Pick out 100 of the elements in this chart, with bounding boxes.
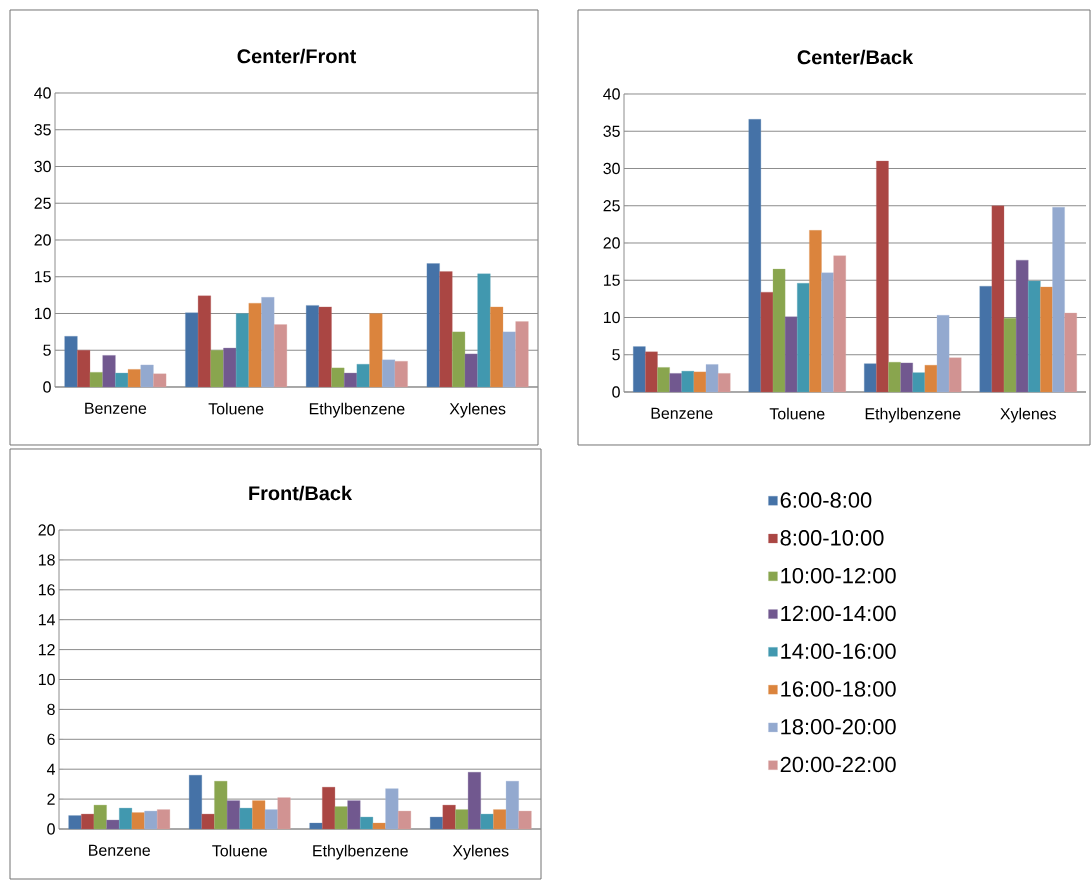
legend-label: 12:00-14:00: [781, 605, 896, 622]
bar: [398, 810, 412, 830]
bar: [645, 351, 658, 393]
bar: [480, 813, 494, 830]
bar: [681, 370, 695, 393]
bar: [309, 822, 323, 830]
bar: [157, 809, 171, 830]
bar: [515, 321, 529, 388]
bar: [188, 775, 202, 830]
y-tick-label: 0: [612, 386, 620, 398]
bar: [452, 331, 466, 388]
bar: [372, 822, 386, 830]
bar: [385, 788, 399, 830]
bar: [153, 373, 167, 388]
bar: [356, 364, 370, 388]
y-tick-label: 5: [612, 349, 620, 361]
bar: [429, 816, 443, 830]
y-tick-label: 10: [34, 307, 51, 320]
bar: [252, 800, 266, 830]
y-tick-label: 12: [38, 644, 55, 656]
bar: [669, 373, 682, 393]
bar: [127, 369, 141, 388]
bar: [347, 800, 361, 830]
bar: [705, 364, 719, 393]
bar: [833, 255, 846, 393]
bar: [239, 807, 253, 830]
y-tick-label: 40: [603, 88, 620, 100]
legend-label: 8:00-10:00: [780, 530, 884, 546]
y-tick-label: 5: [43, 344, 51, 356]
x-tick-label: Toluene: [208, 402, 264, 415]
bar: [197, 295, 211, 388]
bar: [657, 367, 670, 393]
bar: [991, 205, 1005, 393]
bar: [214, 781, 228, 830]
y-tick-label: 2: [47, 793, 55, 805]
y-tick-label: 25: [34, 197, 51, 209]
y-tick-label: 20: [34, 234, 51, 246]
bar: [809, 230, 822, 393]
y-tick-label: 10: [603, 311, 620, 324]
bar: [464, 353, 478, 388]
bar: [201, 813, 215, 830]
legend-label: 14:00-16:00: [781, 643, 896, 659]
y-tick-label: 14: [38, 614, 55, 626]
y-tick-label: 15: [603, 274, 620, 286]
x-tick-label: Benzene: [651, 407, 713, 419]
bar: [210, 350, 224, 388]
y-tick-label: 10: [38, 673, 55, 686]
y-tick-label: 25: [603, 200, 620, 212]
x-tick-label: Xylenes: [452, 844, 509, 860]
bar: [360, 816, 374, 830]
bar: [979, 286, 993, 393]
bar: [89, 372, 103, 388]
bar: [455, 809, 469, 830]
bar: [223, 347, 237, 388]
bar: [748, 119, 762, 393]
y-tick-label: 8: [47, 703, 55, 716]
bar: [936, 315, 950, 393]
x-tick-label: Ethylbenzene: [865, 407, 961, 423]
x-tick-label: Benzene: [89, 844, 150, 856]
y-tick-label: 30: [603, 162, 620, 175]
bar: [226, 800, 240, 830]
bar: [131, 812, 145, 830]
bar: [264, 809, 278, 830]
y-tick-label: 0: [47, 823, 55, 835]
bar: [1064, 312, 1077, 393]
legend-label: 18:00-20:00: [781, 719, 896, 735]
bar: [490, 306, 504, 388]
y-tick-label: 18: [38, 554, 55, 566]
bar: [81, 813, 95, 830]
legend-label: 20:00-22:00: [780, 756, 896, 773]
bar: [334, 806, 348, 830]
bar: [442, 804, 456, 830]
bar: [68, 815, 82, 830]
bar: [261, 297, 275, 388]
bar: [477, 273, 491, 388]
bar: [102, 355, 116, 388]
y-tick-label: 30: [34, 160, 51, 173]
y-tick-label: 40: [34, 87, 51, 99]
bar: [77, 350, 91, 388]
bar: [821, 272, 834, 393]
y-tick-label: 4: [46, 763, 56, 775]
x-tick-label: Toluene: [212, 844, 267, 857]
chart-title: Front/Back: [249, 485, 353, 501]
bar: [119, 807, 133, 830]
bar: [505, 781, 519, 830]
y-tick-label: 15: [34, 271, 51, 283]
legend-label: 16:00-18:00: [781, 681, 896, 697]
bar: [93, 804, 107, 830]
y-tick-label: 16: [38, 584, 55, 596]
bar: [274, 324, 287, 388]
bar: [467, 772, 481, 830]
chart-title: Center/Front: [237, 48, 357, 64]
x-tick-label: Benzene: [85, 402, 147, 414]
x-tick-label: Xylenes: [449, 402, 506, 418]
bar: [1052, 207, 1065, 393]
bar: [864, 363, 877, 393]
x-tick-label: Ethylbenzene: [309, 402, 405, 418]
bar: [248, 303, 262, 388]
bar: [318, 306, 332, 388]
bar: [760, 292, 774, 393]
